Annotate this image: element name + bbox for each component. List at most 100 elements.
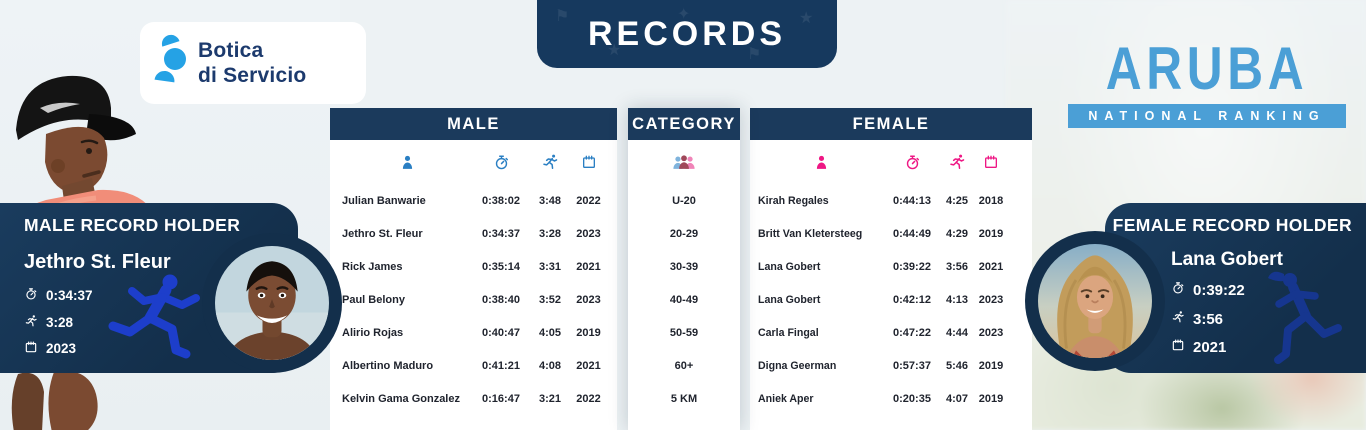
record-pace: 4:25 [945,194,969,207]
male-record-holder-name: Jethro St. Fleur [24,251,171,273]
record-year: 2021 [576,260,601,273]
female-record-row: Digna Geerman 0:57:37 5:46 2019 [750,349,1032,382]
record-year: 2023 [576,293,601,306]
category-label: U-20 [672,194,696,207]
record-pace: 4:29 [945,227,969,240]
records-banner: ⚑ ★ ✦ ⚑ ★ RECORDS [537,0,837,68]
runner-icon [530,153,570,171]
category-label: 30-39 [669,260,699,273]
female-record-row: Lana Gobert 0:39:22 3:56 2021 [750,250,1032,283]
aruba-subtitle: NATIONAL RANKING [1088,109,1326,123]
male-record-pace-value: 3:28 [46,315,74,330]
sponsor-name-line2: di Servicio [198,64,307,87]
record-pace: 4:08 [538,359,562,372]
male-record-year-value: 2023 [46,341,77,356]
athlete-name: Carla Fingal [758,326,819,339]
male-column-icons [330,140,617,184]
record-year: 2021 [576,359,601,372]
record-pace: 3:21 [538,392,562,405]
athlete-icon [758,154,884,171]
age-group-icon [628,153,740,171]
category-label: 50-59 [669,326,699,339]
record-pace: 5:46 [945,359,969,372]
record-pace: 3:28 [538,227,562,240]
aruba-title: ARUBA [1105,35,1309,103]
record-time: 0:34:37 [482,227,520,240]
male-rows: Julian Banwarie 0:38:02 3:48 2022 Jethro St.… [330,184,617,415]
male-table-header: MALE [330,108,617,140]
athlete-name: Rick James [342,260,403,273]
record-time: 0:39:22 [893,260,931,273]
category-label: 60+ [674,359,694,372]
runner-icon [940,153,974,171]
record-time: 0:20:35 [893,392,931,405]
record-pace: 3:52 [538,293,562,306]
male-record-row: Alirio Rojas 0:40:47 4:05 2019 [330,316,617,349]
record-year: 2022 [576,194,601,207]
female-record-holder-name: Lana Gobert [1171,249,1283,270]
category-row: U-20 [628,184,740,217]
female-record-time-value: 0:39:22 [1193,281,1245,299]
banner-doodle-icon: ⚑ [747,46,762,63]
stopwatch-icon [1171,281,1185,299]
record-time: 0:41:21 [482,359,520,372]
record-time: 0:40:47 [482,326,520,339]
banner-title: RECORDS [587,14,787,53]
record-pace: 4:05 [538,326,562,339]
record-pace: 3:31 [538,260,562,273]
athlete-name: Kelvin Gama Gonzalez [342,392,460,405]
male-record-holder-avatar [215,246,329,360]
stopwatch-icon [884,154,940,171]
athlete-name: Paul Belony [342,293,405,306]
runner-icon [1171,310,1185,328]
category-row: 60+ [628,349,740,382]
record-time: 0:57:37 [893,359,931,372]
record-year: 2019 [576,326,601,339]
calendar-icon [974,154,1008,170]
female-record-pace: 3:56 [1171,310,1223,328]
female-record-row: Carla Fingal 0:47:22 4:44 2023 [750,316,1032,349]
sponsor-name-line1: Botica [198,39,264,62]
calendar-icon [1171,338,1185,356]
category-table-header: CATEGORY [628,108,740,140]
calendar-icon [570,154,607,170]
record-time: 0:44:13 [893,194,931,207]
male-record-year: 2023 [24,340,76,357]
record-time: 0:16:47 [482,392,520,405]
sponsor-logo: Botica di Servicio [140,22,366,104]
category-table-section: CATEGORY U-20 20-29 30-39 40-49 50-59 60+ 5 KM [628,108,740,430]
record-pace: 3:48 [538,194,562,207]
female-record-row: Aniek Aper 0:20:35 4:07 2019 [750,382,1032,415]
female-table-header: FEMALE [750,108,1032,140]
category-label: 5 KM [670,392,698,405]
calendar-icon [24,340,38,357]
record-year: 2018 [978,194,1004,207]
record-year: 2019 [978,392,1004,405]
athlete-name: Kirah Regales [758,194,829,207]
record-pace: 3:56 [945,260,969,273]
aruba-subtitle-bar: NATIONAL RANKING [1068,104,1346,128]
female-record-title: FEMALE RECORD HOLDER [1112,215,1352,235]
athlete-name: Aniek Aper [758,392,814,405]
male-table-section: MALE Julian Banwarie 0:38:02 3:48 2022 Jethr… [330,108,617,430]
banner-doodle-icon: ⚑ [555,8,570,25]
category-row: 40-49 [628,283,740,316]
record-year: 2023 [978,326,1004,339]
male-record-row: Julian Banwarie 0:38:02 3:48 2022 [330,184,617,217]
banner-doodle-icon: ✦ [677,6,691,23]
female-record-year-value: 2021 [1193,338,1227,356]
category-label: 20-29 [669,227,699,240]
athlete-name: Digna Geerman [758,359,837,372]
record-year: 2019 [978,359,1004,372]
banner-doodle-icon: ★ [799,10,814,27]
male-record-pace: 3:28 [24,314,73,331]
male-runner-silhouette-icon [108,274,200,359]
athlete-name: Lana Gobert [758,293,821,306]
athlete-name: Julian Banwarie [342,194,426,207]
female-record-row: Britt Van Kletersteeg 0:44:49 4:29 2019 [750,217,1032,250]
athlete-name: Britt Van Kletersteeg [758,227,863,240]
stopwatch-icon [472,154,530,171]
female-record-row: Lana Gobert 0:42:12 4:13 2023 [750,283,1032,316]
record-time: 0:47:22 [893,326,931,339]
